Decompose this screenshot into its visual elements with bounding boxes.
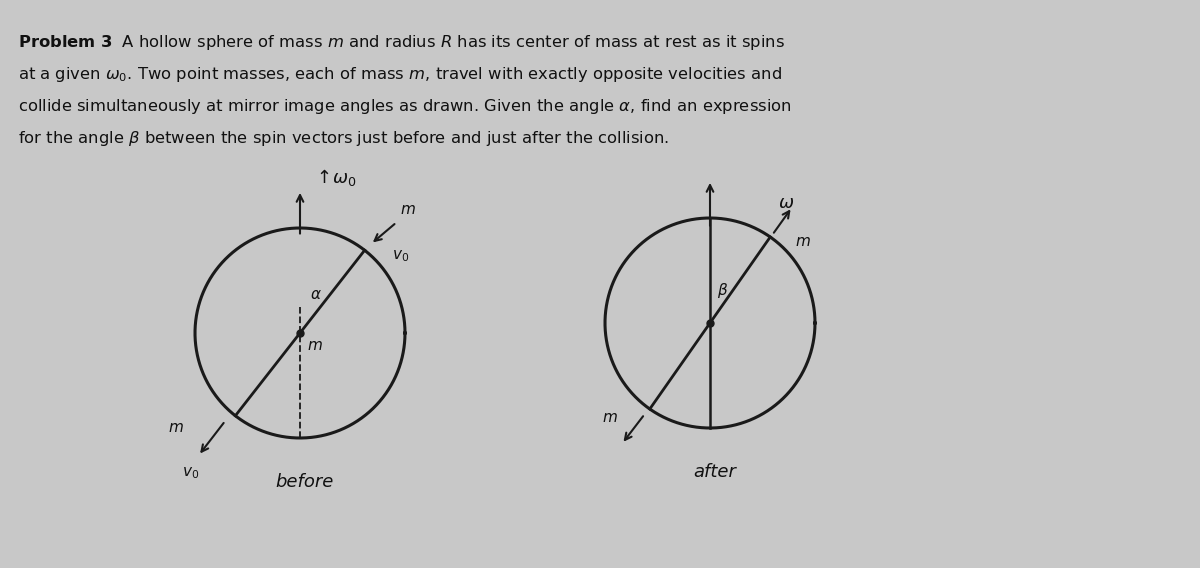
Text: $\beta$: $\beta$ <box>718 282 728 300</box>
Text: $m$: $m$ <box>307 339 323 353</box>
Text: $m$: $m$ <box>400 202 415 217</box>
Text: after: after <box>694 463 737 481</box>
Text: $\omega$: $\omega$ <box>779 194 794 212</box>
Text: $\alpha$: $\alpha$ <box>310 287 322 303</box>
Text: $m$: $m$ <box>168 420 184 435</box>
Text: collide simultaneously at mirror image angles as drawn. Given the angle $\alpha$: collide simultaneously at mirror image a… <box>18 97 792 116</box>
Text: $\mathbf{Problem\ 3}$  A hollow sphere of mass $m$ and radius $R$ has its center: $\mathbf{Problem\ 3}$ A hollow sphere of… <box>18 33 785 52</box>
Text: at a given $\omega_0$. Two point masses, each of mass $m$, travel with exactly o: at a given $\omega_0$. Two point masses,… <box>18 65 782 84</box>
Text: $v_0$: $v_0$ <box>182 466 199 482</box>
Text: $\mathit{\uparrow\!\omega_0}$: $\mathit{\uparrow\!\omega_0}$ <box>313 167 356 188</box>
Text: before: before <box>276 473 334 491</box>
Text: $m$: $m$ <box>601 410 618 424</box>
Text: for the angle $\beta$ between the spin vectors just before and just after the co: for the angle $\beta$ between the spin v… <box>18 129 670 148</box>
Text: $m$: $m$ <box>796 235 811 249</box>
Text: $v_0$: $v_0$ <box>391 248 409 264</box>
